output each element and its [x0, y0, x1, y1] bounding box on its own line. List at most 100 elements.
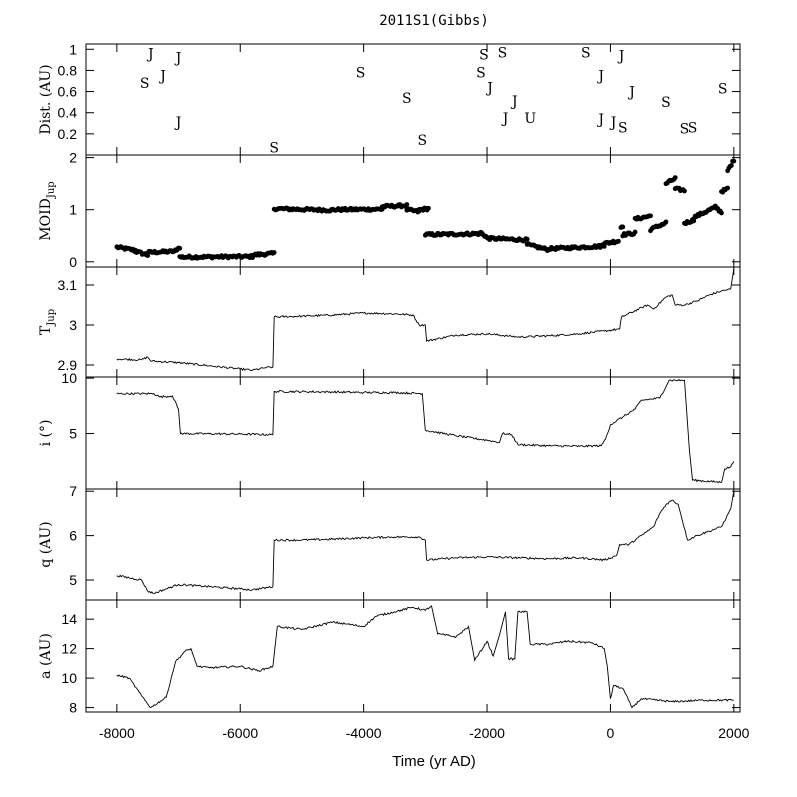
panel-frame — [85, 599, 741, 713]
y-tick-label: 8 — [69, 700, 77, 716]
moid-point — [620, 224, 626, 230]
y-axis-label-tjup: TJup — [38, 309, 57, 335]
x-tick-label: -4000 — [346, 725, 382, 741]
moid-point — [672, 175, 678, 181]
y-axis-label-main: T — [38, 325, 54, 335]
encounter-marker: S — [479, 48, 489, 64]
encounter-marker: J — [174, 115, 182, 131]
y-tick-label: 7 — [69, 483, 77, 499]
y-tick-label: 3.1 — [58, 277, 78, 293]
panel-a: 8 10 12 14 a (AU) — [38, 599, 741, 716]
moid-point — [426, 205, 431, 211]
y-tick-label: 0.6 — [58, 84, 78, 100]
encounter-marker: S — [269, 141, 279, 157]
encounter-marker: J — [174, 51, 182, 67]
y-tick-label: 0.2 — [58, 126, 78, 142]
y-axis-label-a: a (AU) — [38, 633, 54, 679]
series-line-a — [116, 605, 734, 709]
y-tick-label: 0.8 — [58, 62, 78, 78]
moid-point — [663, 219, 669, 225]
y-tick-label: 1 — [69, 41, 77, 57]
series-line-tjup — [116, 268, 735, 372]
y-tick-label: 10 — [61, 670, 77, 686]
moid-point — [728, 163, 734, 168]
y-tick-label: 1 — [69, 202, 77, 218]
moid-point — [632, 229, 638, 235]
encounter-marker: S — [680, 122, 690, 138]
y-axis-label-main: a (AU) — [38, 633, 54, 679]
x-tick-label: 2000 — [718, 725, 749, 741]
y-axis-label-main: Dist. (AU) — [38, 64, 54, 134]
y-tick-label: 5 — [69, 572, 77, 588]
encounter-marker: J — [146, 47, 154, 63]
encounter-marker: S — [476, 66, 486, 82]
series-line-q — [116, 491, 735, 594]
encounter-marker: S — [140, 76, 150, 92]
moid-point — [524, 236, 530, 242]
encounter-marker: J — [617, 49, 625, 65]
encounter-marker: J — [596, 69, 604, 85]
y-tick-label: 3 — [69, 317, 77, 333]
y-tick-label: 2 — [69, 150, 77, 166]
x-tick-label: -6000 — [222, 725, 258, 741]
y-axis-label-q: q (AU) — [38, 521, 54, 567]
encounter-marker: S — [402, 91, 412, 107]
x-axis-label: Time (yr AD) — [392, 753, 476, 770]
moid-point — [731, 158, 737, 164]
encounter-marker: S — [417, 133, 427, 149]
y-tick-label: 12 — [61, 641, 77, 657]
series-line-incl — [116, 378, 735, 484]
encounter-marker: J — [485, 80, 493, 96]
encounter-marker: J — [627, 85, 635, 101]
y-tick-label: 0.4 — [58, 105, 78, 121]
encounter-marker: S — [661, 95, 671, 111]
y-axis-label-sub: Jup — [46, 309, 57, 327]
encounter-marker: S — [618, 121, 628, 137]
encounter-marker: U — [524, 111, 536, 127]
moid-point — [725, 185, 731, 191]
moid-point — [404, 202, 410, 207]
panel-frame — [85, 43, 741, 156]
moid-point — [177, 245, 183, 251]
encounter-marker: S — [581, 45, 591, 61]
y-tick-label: 5 — [69, 426, 77, 442]
panel-frame — [85, 488, 741, 601]
y-axis-label-main: q (AU) — [38, 521, 54, 567]
x-tick-label: 0 — [607, 725, 615, 741]
y-axis-label-incl: i (°) — [38, 420, 54, 447]
encounter-marker: S — [356, 66, 366, 82]
encounter-marker: J — [158, 69, 166, 85]
y-axis-label-main: i (°) — [38, 420, 54, 447]
y-axis-label-main: MOID — [38, 198, 54, 241]
panel-q: 5 6 7 q (AU) — [38, 483, 741, 601]
moid-point — [719, 210, 724, 216]
panel-moid: 0 1 2 MOIDJup — [38, 150, 741, 270]
y-tick-label: 14 — [61, 611, 77, 627]
y-tick-label: 10 — [61, 370, 77, 386]
moid-point — [648, 213, 653, 219]
encounter-marker: J — [596, 112, 604, 128]
encounter-marker: J — [609, 115, 617, 131]
y-axis-label-sub: Jup — [46, 181, 57, 199]
y-tick-label: 6 — [69, 528, 77, 544]
moid-point — [682, 188, 687, 194]
encounter-marker: S — [718, 81, 728, 97]
y-axis-label-moid: MOIDJup — [38, 181, 57, 240]
encounter-marker: S — [688, 121, 698, 137]
encounter-marker: J — [501, 111, 509, 127]
chart-title: 2011S1(Gibbs) — [379, 13, 489, 29]
y-axis-label-dist: Dist. (AU) — [38, 64, 54, 134]
x-tick-label: -2000 — [469, 725, 505, 741]
x-tick-label: -8000 — [99, 725, 135, 741]
encounter-marker: S — [498, 45, 508, 61]
panel-incl: 5 10 i (°) — [38, 370, 741, 490]
panel-frame — [85, 266, 741, 378]
encounter-marker: J — [510, 94, 518, 110]
moid-point — [616, 238, 621, 244]
moid-point — [271, 250, 277, 255]
y-tick-label: 2.9 — [58, 357, 78, 373]
y-tick-label: 0 — [69, 254, 77, 270]
